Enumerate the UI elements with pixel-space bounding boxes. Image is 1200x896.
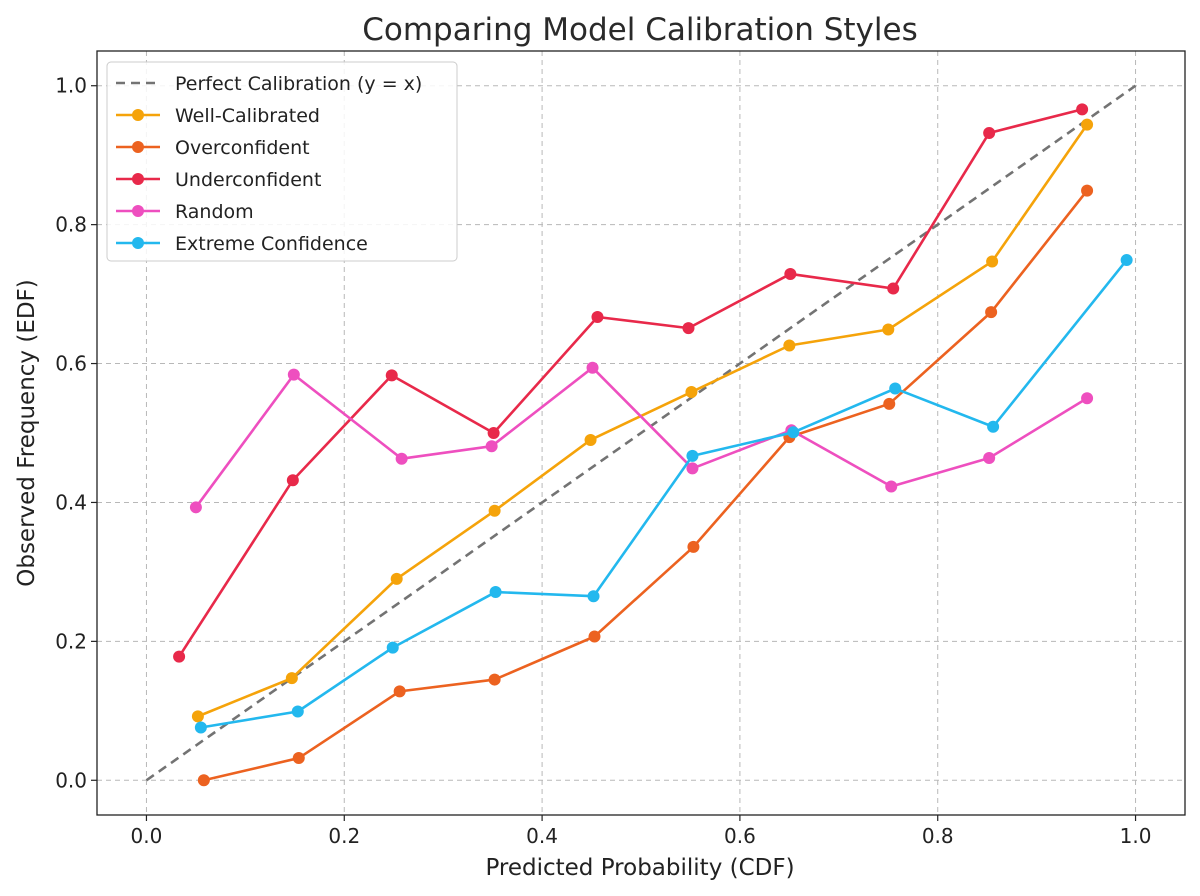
legend-label: Random xyxy=(175,201,254,223)
overconfident-point xyxy=(1081,184,1094,197)
series-underconfident xyxy=(173,103,1089,663)
random-point xyxy=(287,368,300,381)
overconfident-line xyxy=(203,189,1089,782)
overconfident-point xyxy=(588,630,601,643)
overconfident-point xyxy=(197,774,210,787)
legend-box xyxy=(106,61,458,262)
series-random xyxy=(189,361,1094,514)
extreme-confidence-point xyxy=(386,641,399,654)
legend: Perfect Calibration (y = x) Well-Calibrat… xyxy=(106,61,458,262)
x-axis-label: Predicted Probability (CDF) xyxy=(485,855,794,881)
y-tick-label: 0.6 xyxy=(55,352,87,376)
series-group xyxy=(173,103,1133,787)
extreme-confidence-point xyxy=(587,590,600,603)
well-calibrated-point xyxy=(986,255,999,268)
legend-label: Well-Calibrated xyxy=(175,105,320,127)
extreme-confidence-point xyxy=(489,586,502,599)
y-axis-label: Observed Frequency (EDF) xyxy=(14,279,40,587)
reference-line-group xyxy=(145,84,1137,782)
perfect-calibration-line xyxy=(145,84,1137,782)
axis-ticks: 0.0 0.2 0.4 0.6 0.8 1.0 0.0 0.2 0.4 0.6 0.8 1.0 xyxy=(55,74,1151,848)
legend-label: Overconfident xyxy=(175,137,310,159)
random-point xyxy=(686,462,699,475)
random-line xyxy=(194,366,1088,509)
legend-marker xyxy=(132,205,144,217)
underconfident-point xyxy=(887,282,900,295)
legend-marker xyxy=(132,109,144,121)
overconfident-point xyxy=(687,540,700,553)
underconfident-point xyxy=(173,650,186,663)
extreme-confidence-point xyxy=(291,705,304,718)
random-point xyxy=(983,452,996,465)
well-calibrated-point xyxy=(685,386,698,399)
well-calibrated-point xyxy=(1081,118,1094,131)
overconfident-point xyxy=(488,673,501,686)
extreme-confidence-line xyxy=(200,259,1128,729)
well-calibrated-point xyxy=(191,710,204,723)
underconfident-point xyxy=(286,474,299,487)
well-calibrated-point xyxy=(285,672,298,685)
well-calibrated-point xyxy=(783,339,796,352)
x-tick-label: 0.2 xyxy=(328,824,360,848)
overconfident-point xyxy=(393,685,406,698)
overconfident-point xyxy=(985,306,998,319)
extreme-confidence-point xyxy=(987,420,1000,433)
series-extreme-confidence xyxy=(194,254,1133,734)
extreme-confidence-point xyxy=(787,426,800,439)
legend-label: Extreme Confidence xyxy=(175,233,368,255)
y-tick-label: 0.2 xyxy=(55,629,87,653)
x-tick-label: 0.8 xyxy=(922,824,954,848)
underconfident-point xyxy=(1076,103,1089,116)
overconfident-point xyxy=(883,397,896,410)
x-tick-label: 0.6 xyxy=(724,824,756,848)
random-point xyxy=(885,480,898,493)
well-calibrated-point xyxy=(584,433,597,446)
legend-label: Underconfident xyxy=(175,169,321,191)
well-calibrated-point xyxy=(390,572,403,585)
plot-frame xyxy=(96,50,1186,816)
legend-marker xyxy=(132,173,144,185)
underconfident-point xyxy=(487,427,500,439)
chart-title: Comparing Model Calibration Styles xyxy=(362,12,918,48)
extreme-confidence-point xyxy=(686,449,699,462)
y-tick-label: 0.8 xyxy=(55,213,87,237)
overconfident-point xyxy=(292,752,305,765)
underconfident-point xyxy=(591,311,604,324)
well-calibrated-point xyxy=(882,323,895,336)
x-tick-label: 0.0 xyxy=(131,824,163,848)
random-point xyxy=(1081,392,1094,405)
legend-marker xyxy=(132,237,144,249)
random-point xyxy=(485,440,498,453)
underconfident-point xyxy=(784,267,797,280)
legend-marker xyxy=(132,141,144,153)
series-overconfident xyxy=(197,184,1094,787)
random-point xyxy=(189,501,202,514)
y-tick-label: 0.4 xyxy=(55,490,87,514)
legend-label: Perfect Calibration (y = x) xyxy=(175,73,422,95)
x-tick-label: 1.0 xyxy=(1120,824,1152,848)
y-tick-label: 1.0 xyxy=(55,74,87,98)
extreme-confidence-point xyxy=(889,382,902,395)
x-tick-label: 0.4 xyxy=(526,824,558,848)
random-point xyxy=(586,361,599,374)
extreme-confidence-point xyxy=(194,721,207,734)
extreme-confidence-point xyxy=(1120,254,1133,267)
underconfident-line xyxy=(178,108,1083,658)
y-tick-label: 0.0 xyxy=(55,768,87,792)
well-calibrated-point xyxy=(488,504,501,517)
underconfident-point xyxy=(385,369,398,382)
random-point xyxy=(395,452,408,465)
underconfident-point xyxy=(682,322,695,335)
underconfident-point xyxy=(983,126,996,139)
